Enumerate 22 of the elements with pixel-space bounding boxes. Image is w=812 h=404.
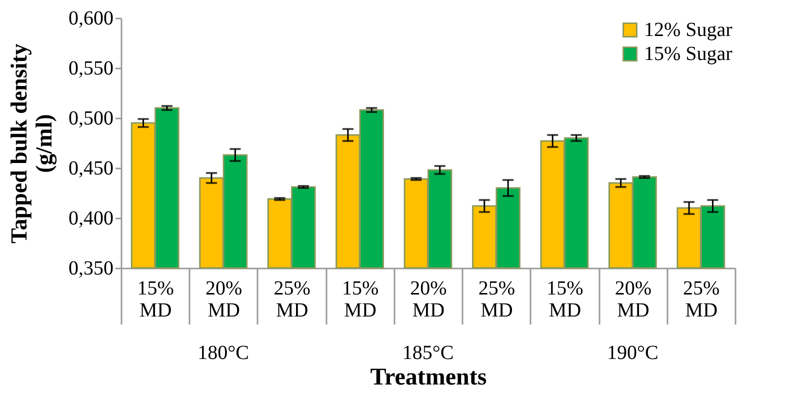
text: 185°C: [402, 342, 454, 364]
x-tick-label: 20% MD: [410, 278, 447, 322]
y-tick-label: 0,600: [68, 8, 114, 30]
y-tick-label: 0,450: [68, 158, 114, 180]
x-tick-label: 20% MD: [205, 278, 242, 322]
legend-label: 15% Sugar: [644, 43, 733, 65]
x-tick-label: 15% MD: [137, 278, 174, 322]
x-tick-label: 15% MD: [342, 278, 379, 322]
y-tick-label: 0,550: [68, 58, 114, 80]
x-axis-title: Treatments: [370, 364, 487, 390]
x-tick-label: 25% MD: [683, 278, 720, 322]
y-tick-label: 0,350: [68, 258, 114, 280]
x-tick-label: 15% MD: [546, 278, 584, 322]
y-tick-label: 0,500: [68, 108, 114, 130]
x-tick-label: 25% MD: [274, 278, 310, 322]
text: 190°C: [606, 342, 658, 364]
y-axis-title: Tapped bulk density (g/ml): [6, 43, 58, 244]
x-tick-label: 20% MD: [614, 278, 652, 322]
y-tick-label: 0,400: [68, 208, 114, 230]
text: 180°C: [198, 342, 250, 364]
x-tick-label: 25% MD: [478, 278, 516, 322]
legend-label: 12% Sugar: [644, 19, 733, 41]
